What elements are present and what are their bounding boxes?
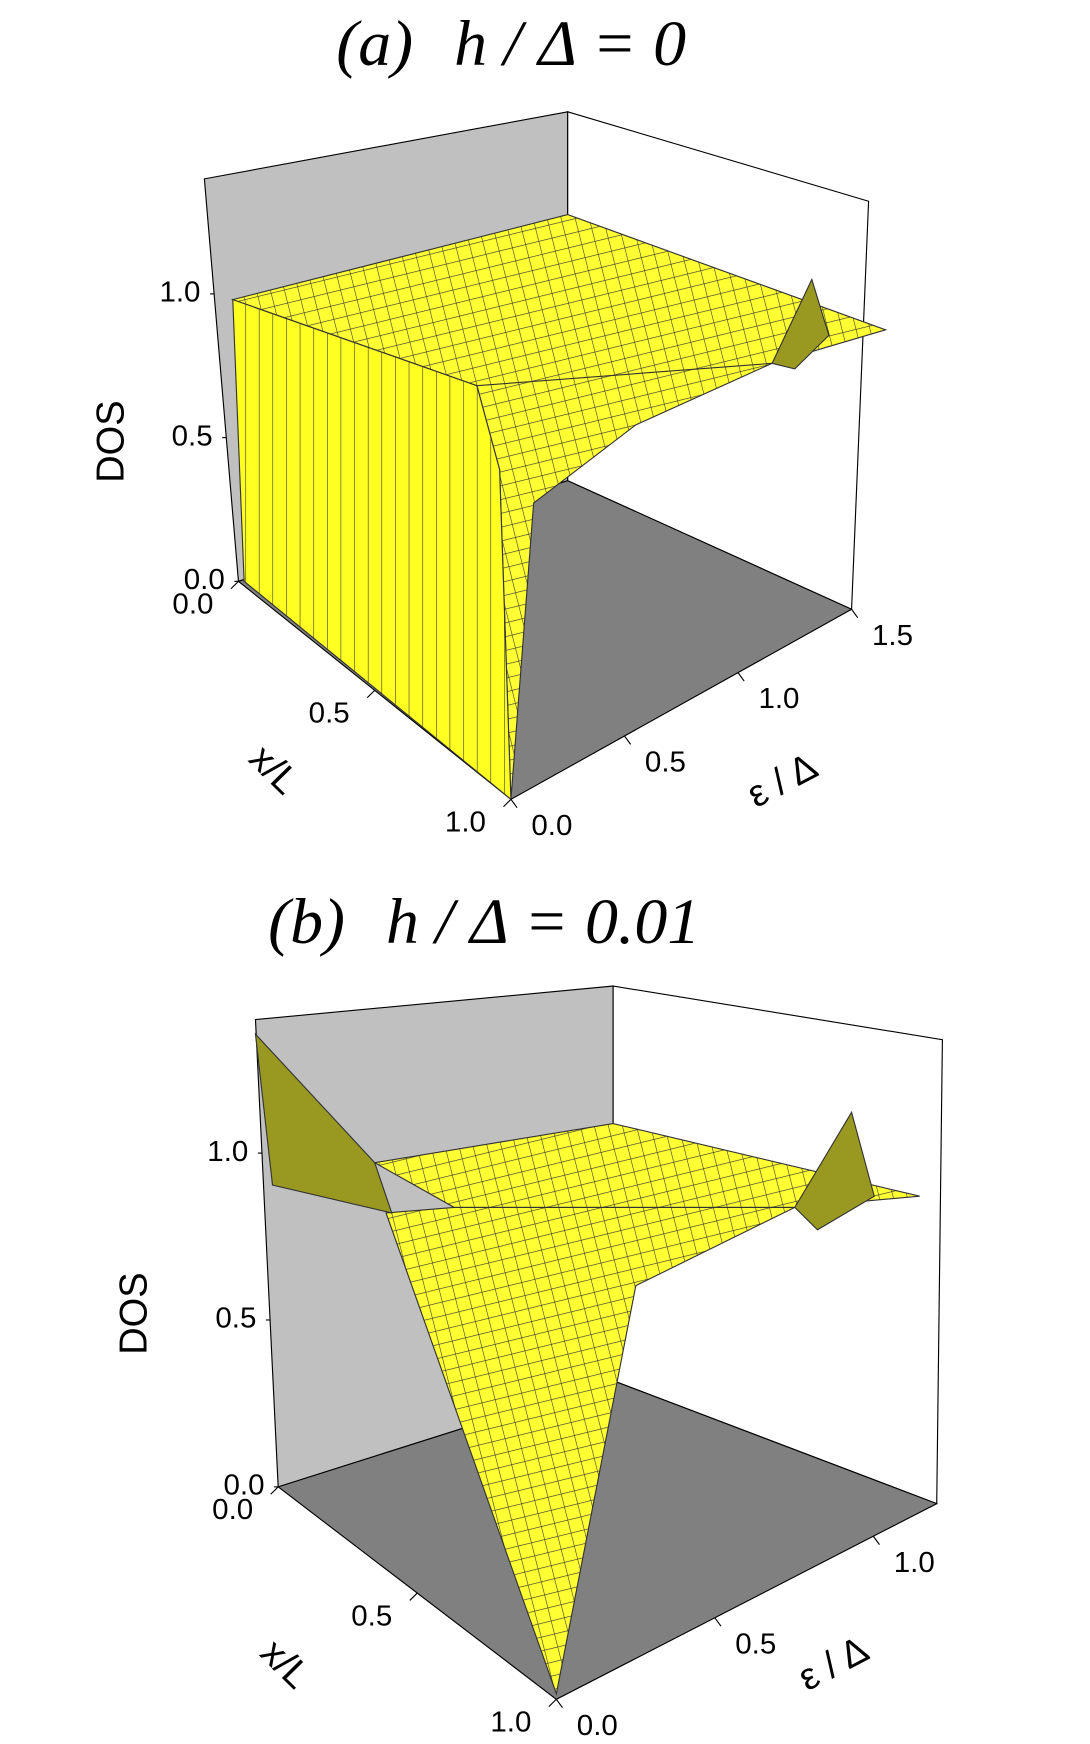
x-axis-label: x/L bbox=[241, 737, 308, 803]
tick-label: 1.0 bbox=[445, 806, 486, 839]
tick-label: 0.5 bbox=[351, 1600, 392, 1633]
tick-mark bbox=[548, 1698, 557, 1708]
y-axis-label: ε / Δ bbox=[791, 1628, 876, 1699]
tick-label: 0.0 bbox=[224, 1469, 265, 1502]
tick-mark bbox=[409, 1592, 418, 1601]
tick-label: 1.0 bbox=[758, 682, 799, 715]
tick-mark bbox=[714, 1617, 722, 1627]
tick-label: 0.5 bbox=[215, 1302, 256, 1335]
tick-label: 0.0 bbox=[172, 588, 213, 621]
tick-label: 0.0 bbox=[184, 563, 225, 596]
z-axis-label: DOS bbox=[89, 400, 132, 482]
panel-a-box bbox=[203, 111, 888, 801]
y-axis-label: ε / Δ bbox=[740, 745, 825, 816]
panel-label: (a) bbox=[336, 9, 413, 80]
tick-label: 0.5 bbox=[309, 697, 350, 730]
panel-title: h / Δ = 0.01 bbox=[386, 886, 700, 957]
tick-mark bbox=[503, 798, 512, 808]
panel-b-box bbox=[254, 985, 943, 1700]
tick-mark bbox=[230, 580, 239, 590]
tick-label: 0.5 bbox=[645, 746, 686, 779]
z-axis-label: DOS bbox=[112, 1272, 155, 1354]
tick-mark bbox=[851, 608, 859, 618]
tick-label: 0.0 bbox=[577, 1709, 618, 1742]
tick-mark bbox=[270, 1486, 279, 1495]
tick-label: 0.0 bbox=[531, 809, 572, 842]
tick-label: 1.0 bbox=[894, 1546, 935, 1579]
tick-label: 1.0 bbox=[207, 1135, 248, 1168]
tick-mark bbox=[872, 1535, 880, 1545]
tick-label: 1.0 bbox=[159, 276, 200, 309]
tick-label: 0.5 bbox=[172, 419, 213, 452]
panel-label: (b) bbox=[268, 886, 345, 957]
tick-mark bbox=[366, 689, 376, 699]
tick-label: 0.0 bbox=[212, 1493, 253, 1526]
tick-label: 0.5 bbox=[735, 1628, 776, 1661]
panel-title: h / Δ = 0 bbox=[454, 9, 686, 80]
tick-mark bbox=[510, 799, 518, 809]
tick-label: 1.5 bbox=[872, 619, 913, 652]
x-axis-label: x/L bbox=[252, 1631, 319, 1697]
tick-mark bbox=[624, 735, 632, 745]
tick-label: 1.0 bbox=[490, 1706, 531, 1739]
tick-mark bbox=[555, 1698, 563, 1708]
tick-mark bbox=[737, 672, 745, 682]
